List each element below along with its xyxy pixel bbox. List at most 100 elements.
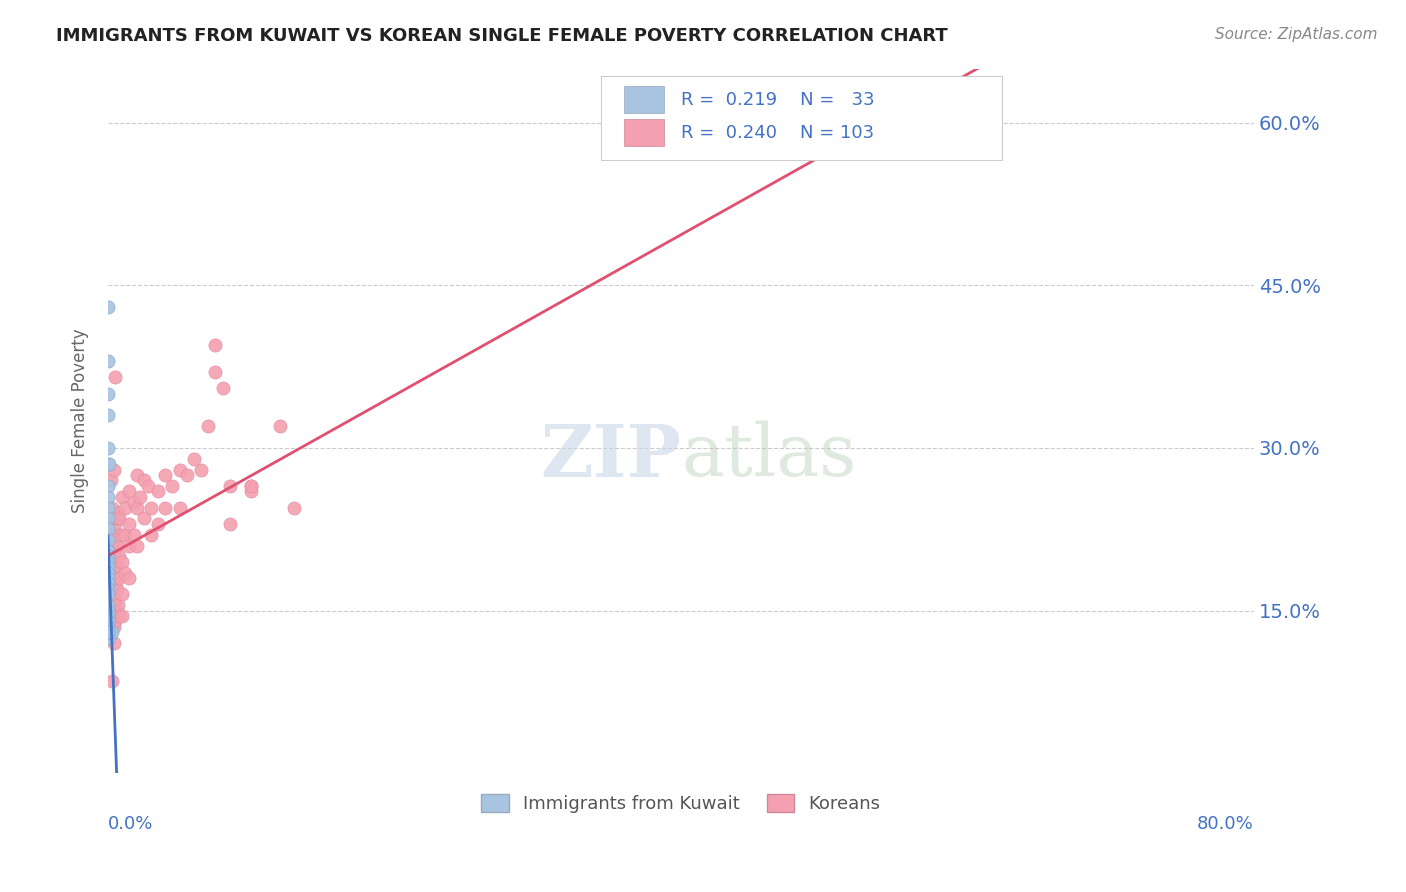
Text: Source: ZipAtlas.com: Source: ZipAtlas.com (1215, 27, 1378, 42)
Point (98, 566, 121, 580)
Point (101, 527, 124, 541)
Point (132, 474, 155, 488)
Point (139, 500, 162, 515)
Point (98, 631, 121, 645)
Point (204, 338, 226, 352)
Point (146, 516, 169, 531)
Point (114, 566, 136, 580)
Point (108, 549, 131, 564)
Point (118, 571, 141, 585)
Point (132, 511, 155, 525)
Point (240, 484, 263, 499)
Point (100, 566, 122, 580)
Point (97, 441, 120, 455)
Point (107, 527, 129, 541)
Point (104, 571, 127, 585)
Point (218, 479, 240, 493)
Point (104, 615, 127, 629)
Point (103, 576, 125, 591)
Point (97, 386, 120, 401)
Point (197, 419, 219, 434)
Point (97, 560, 120, 574)
Point (105, 603, 128, 617)
Point (101, 560, 124, 574)
Point (125, 500, 148, 515)
Point (111, 555, 134, 569)
Point (101, 625, 124, 640)
Point (97, 598, 120, 612)
Point (125, 539, 148, 553)
Point (104, 592, 127, 607)
Text: atlas: atlas (681, 421, 856, 491)
Point (97, 544, 120, 558)
Point (136, 479, 159, 493)
Point (114, 500, 136, 515)
Point (98, 457, 121, 471)
Point (98, 625, 121, 640)
Point (107, 571, 129, 585)
Text: IMMIGRANTS FROM KUWAIT VS KOREAN SINGLE FEMALE POVERTY CORRELATION CHART: IMMIGRANTS FROM KUWAIT VS KOREAN SINGLE … (56, 27, 948, 45)
Point (97, 566, 120, 580)
Point (101, 544, 124, 558)
Text: 80.0%: 80.0% (1197, 815, 1254, 833)
Point (103, 560, 125, 574)
Point (97, 625, 120, 640)
Point (97, 582, 120, 596)
Point (101, 592, 124, 607)
Point (98, 609, 121, 624)
Point (97, 598, 120, 612)
Bar (624, 87, 664, 113)
Y-axis label: Single Female Poverty: Single Female Poverty (72, 328, 89, 513)
Point (97, 354, 120, 368)
Point (898, 121, 921, 136)
Point (240, 479, 263, 493)
Point (97, 592, 120, 607)
Point (98, 620, 121, 634)
Point (97, 571, 120, 585)
Text: ZIP: ZIP (540, 421, 681, 491)
Text: 0.0%: 0.0% (108, 815, 153, 833)
Point (169, 500, 191, 515)
Point (97, 571, 120, 585)
Point (114, 527, 136, 541)
Point (97, 603, 120, 617)
Point (97, 539, 120, 553)
Point (105, 539, 128, 553)
Point (97, 490, 120, 504)
Point (155, 468, 177, 483)
Point (97, 500, 120, 515)
Point (97, 533, 120, 548)
Point (103, 463, 125, 477)
Point (111, 527, 134, 541)
Point (97, 300, 120, 314)
Point (98, 560, 121, 574)
Point (107, 598, 129, 612)
FancyBboxPatch shape (600, 76, 1001, 161)
Point (104, 516, 127, 531)
Point (122, 495, 145, 509)
Point (98, 598, 121, 612)
Point (169, 463, 191, 477)
Point (218, 516, 240, 531)
Point (100, 555, 122, 569)
Point (240, 479, 263, 493)
Point (269, 419, 291, 434)
Point (107, 506, 129, 520)
Point (139, 527, 162, 541)
Point (101, 500, 124, 515)
Point (97, 625, 120, 640)
Point (162, 479, 184, 493)
Point (111, 490, 134, 504)
Point (97, 511, 120, 525)
Point (108, 609, 131, 624)
Point (100, 576, 122, 591)
Point (98, 625, 121, 640)
Point (155, 500, 177, 515)
Point (283, 500, 305, 515)
Bar (624, 120, 664, 146)
Point (146, 484, 169, 499)
Point (204, 365, 226, 379)
Point (956, 121, 979, 136)
Point (100, 474, 122, 488)
Point (100, 598, 122, 612)
